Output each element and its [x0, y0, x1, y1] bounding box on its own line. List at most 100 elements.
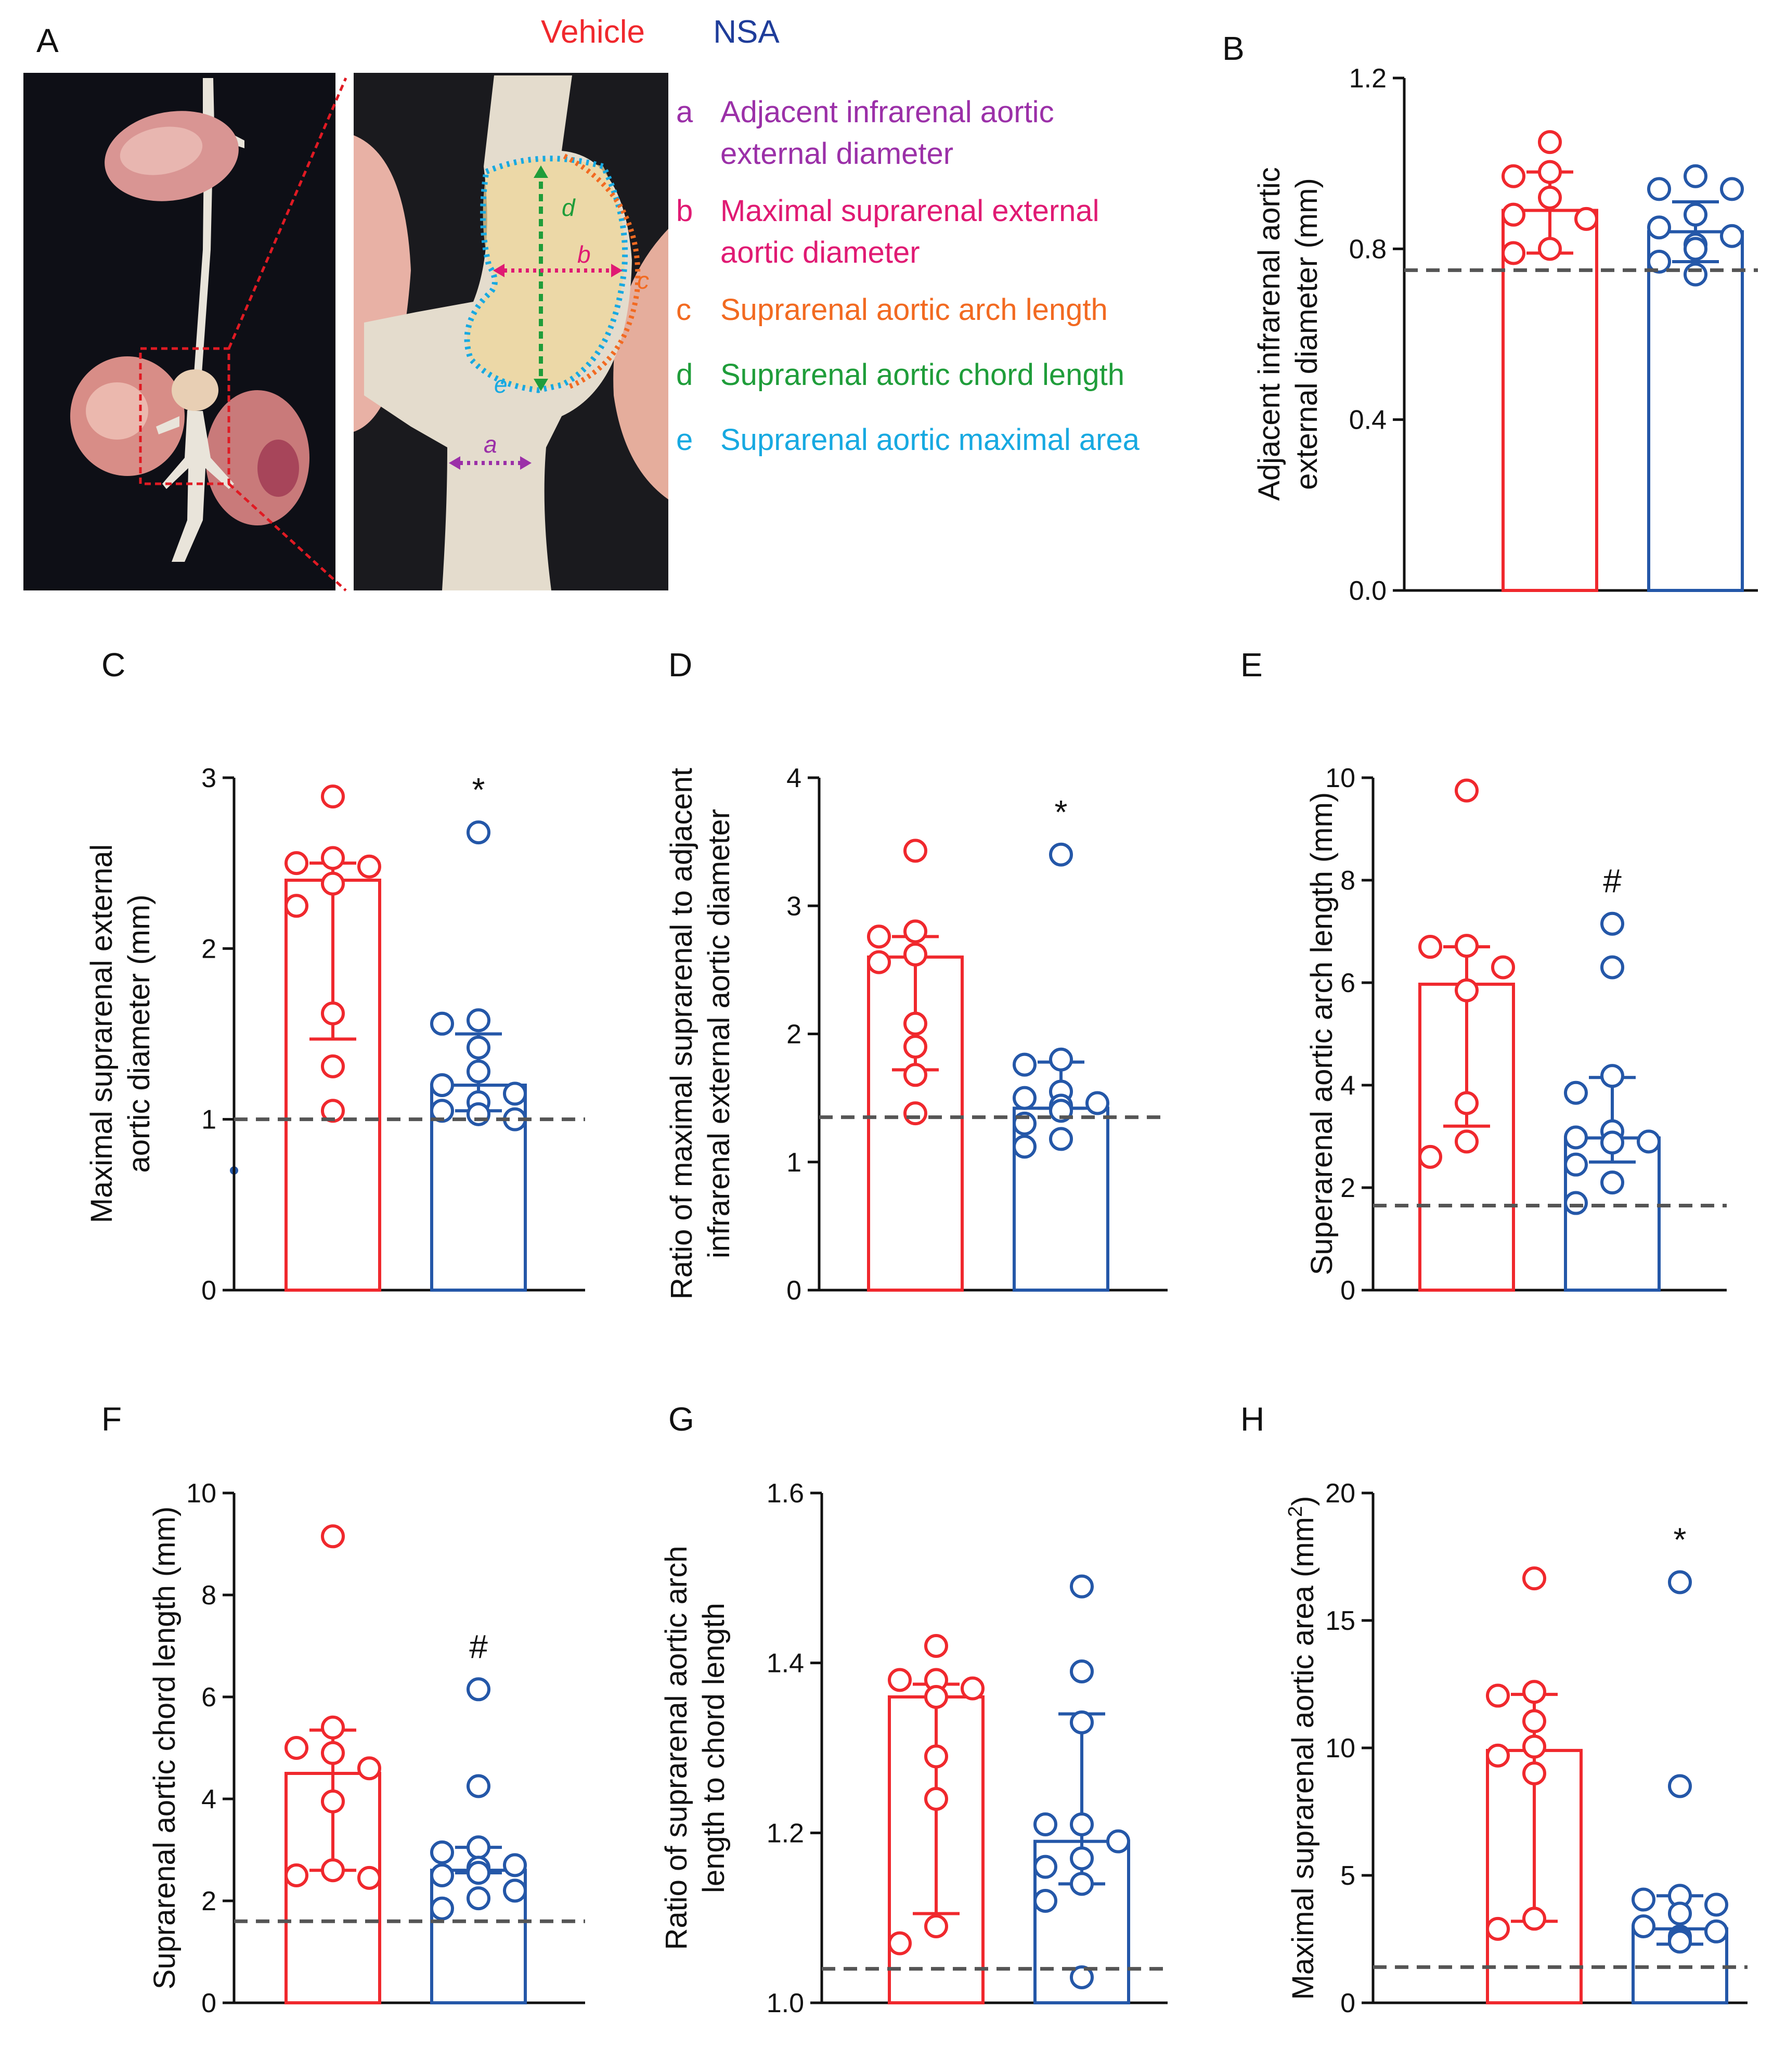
data-point-vehicle: [1522, 1566, 1546, 1591]
data-point-vehicle: [1502, 241, 1525, 265]
y-tick-label: 8: [201, 1580, 216, 1611]
data-point-vehicle: [924, 1787, 948, 1811]
legend-text-d: Suprarenal aortic chord length: [720, 358, 1124, 392]
significance-mark: #: [469, 1628, 488, 1665]
chart-g: 1.0 1.2 1.4 1.6 Ratio of suprarenal aortic a…: [659, 1478, 1168, 2018]
data-point-nsa: [1720, 224, 1744, 248]
y-tick-label: 0: [1340, 1988, 1355, 2018]
bar-vehicle: [1502, 209, 1598, 593]
y-tick-label: 0: [1340, 1276, 1355, 1306]
significance-mark: #: [1603, 863, 1622, 900]
legend-key-e: e: [676, 423, 693, 457]
data-point-vehicle: [1486, 1743, 1510, 1768]
data-point-nsa: [1033, 1855, 1057, 1879]
data-point-nsa: [467, 820, 490, 845]
data-point-nsa: [1668, 1929, 1692, 1954]
data-point-vehicle: [357, 854, 381, 879]
y-tick-label: 1: [786, 1148, 801, 1178]
panel-h-letter: H: [1240, 1400, 1264, 1438]
data-point-vehicle: [321, 1524, 345, 1549]
y-axis-label-line1: Maximal suprarenal external: [85, 844, 119, 1224]
data-point-vehicle: [903, 839, 927, 863]
data-point-nsa: [1600, 1170, 1624, 1195]
data-point-vehicle: [1502, 202, 1525, 227]
data-point-nsa: [1600, 955, 1624, 980]
data-point-vehicle: [961, 1676, 985, 1701]
data-point-nsa: [430, 1099, 454, 1123]
data-point-vehicle: [284, 1736, 308, 1760]
panel-b-letter: B: [1222, 30, 1245, 67]
legend-text-c: Suprarenal aortic arch length: [720, 293, 1108, 327]
photo-marker-b: b: [577, 241, 591, 268]
data-point-nsa: [467, 1035, 490, 1060]
data-point-nsa: [1033, 1812, 1057, 1836]
data-point-nsa: [1070, 1659, 1094, 1683]
data-point-vehicle: [1455, 1091, 1479, 1115]
data-point-vehicle: [903, 1011, 927, 1036]
data-point-vehicle: [357, 1865, 381, 1890]
data-point-vehicle: [1455, 1129, 1479, 1154]
significance-mark: *: [472, 771, 485, 808]
data-point-nsa: [503, 1853, 527, 1877]
data-point-nsa: [1013, 1086, 1037, 1110]
data-point-nsa: [1668, 1774, 1692, 1798]
y-tick-label: 1.4: [767, 1649, 804, 1679]
y-tick-label: 3: [201, 763, 216, 793]
legend-key-b: b: [676, 194, 693, 228]
panel-g-letter: G: [668, 1400, 694, 1438]
y-tick-label: 0: [201, 1276, 216, 1306]
data-point-nsa: [430, 1011, 454, 1036]
data-point-vehicle: [1574, 207, 1598, 231]
data-point-vehicle: [284, 851, 308, 876]
legend-text-b-line1: Maximal suprarenal external: [720, 194, 1099, 228]
data-point-nsa: [1070, 1812, 1094, 1836]
data-point-vehicle: [924, 1744, 948, 1769]
y-tick-label: 2: [201, 934, 216, 964]
y-tick-label: 2: [201, 1886, 216, 1916]
panel-d-letter: D: [668, 646, 692, 684]
significance-mark: *: [1674, 1521, 1687, 1559]
data-point-nsa: [467, 1886, 490, 1911]
data-point-vehicle: [1418, 935, 1442, 959]
y-tick-label: 4: [201, 1784, 216, 1814]
data-point-vehicle: [903, 942, 927, 967]
y-tick-label: 10: [1325, 763, 1355, 793]
data-point-vehicle: [321, 1099, 345, 1123]
data-point-nsa: [467, 1861, 490, 1885]
y-axis-label-line1: Adjacent infrarenal aortic: [1252, 167, 1286, 501]
data-point-vehicle: [1538, 185, 1562, 210]
data-point-vehicle: [1491, 955, 1515, 980]
data-point-vehicle: [903, 919, 927, 944]
y-axis-label: Superarenal aortic arch length (mm): [1305, 792, 1339, 1275]
data-point-vehicle: [888, 1931, 912, 1955]
data-point-nsa: [1704, 1919, 1728, 1944]
legend-key-d: d: [676, 358, 693, 392]
data-point-vehicle: [284, 894, 308, 918]
legend-text-b-line2: aortic diameter: [720, 236, 920, 269]
data-point-vehicle: [903, 1063, 927, 1087]
photo-aorta-zoom: d b c e a: [354, 73, 668, 590]
y-axis-label-line1: Ratio of maximal suprarenal to adjacent: [665, 768, 698, 1299]
y-tick-label: 0.8: [1349, 234, 1387, 264]
data-point-nsa: [1564, 1152, 1588, 1177]
group-label-vehicle: Vehicle: [541, 14, 645, 50]
panel-c-letter: C: [101, 646, 125, 684]
data-point-nsa: [1564, 1125, 1588, 1150]
data-point-nsa: [1668, 1570, 1692, 1594]
data-point-vehicle: [1486, 1916, 1510, 1941]
data-point-nsa: [467, 1774, 490, 1798]
data-point-nsa: [430, 1863, 454, 1887]
data-point-nsa: [430, 1073, 454, 1097]
data-point-vehicle: [867, 950, 891, 974]
y-axis-label-line2: infrarenal external aortic diameter: [702, 809, 736, 1258]
data-point-nsa: [1647, 249, 1671, 274]
y-axis-label: Maximal suprarenal aortic area (mm2): [1285, 1496, 1320, 2000]
data-point-nsa: [1013, 1052, 1037, 1077]
data-point-vehicle: [284, 1863, 308, 1887]
data-point-vehicle: [357, 1756, 381, 1781]
data-point-vehicle: [1522, 1709, 1546, 1733]
data-point-vehicle: [903, 1035, 927, 1059]
y-tick-label: 6: [201, 1682, 216, 1713]
data-point-vehicle: [1418, 1144, 1442, 1169]
